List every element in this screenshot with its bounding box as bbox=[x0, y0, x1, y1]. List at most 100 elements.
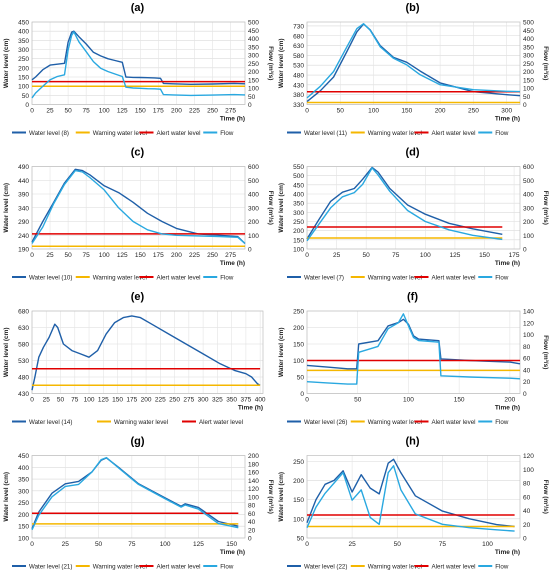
y-tick-label: 150 bbox=[18, 75, 29, 82]
legend-label: Warning water level bbox=[368, 275, 422, 282]
flow-line bbox=[306, 465, 515, 532]
x-tick-label: 200 bbox=[171, 252, 182, 259]
plot-frame bbox=[306, 310, 521, 394]
y2-axis-title: Flow (m³/s) bbox=[267, 480, 274, 514]
y2-tick-label: 100 bbox=[523, 332, 534, 339]
x-axis-title: Time (h) bbox=[220, 260, 245, 267]
x-tick-label: 0 bbox=[30, 252, 34, 259]
x-tick-label: 175 bbox=[153, 252, 164, 259]
y2-tick-label: 100 bbox=[248, 233, 259, 240]
x-tick-label: 325 bbox=[212, 397, 223, 404]
x-tick-label: 125 bbox=[117, 252, 128, 259]
x-tick-label: 225 bbox=[189, 108, 200, 115]
x-tick-label: 0 bbox=[30, 108, 34, 115]
y-tick-label: 50 bbox=[22, 93, 30, 100]
y-tick-label: 200 bbox=[293, 325, 304, 332]
y-tick-label: 350 bbox=[18, 477, 29, 484]
legend-label: Warning water level bbox=[368, 130, 422, 137]
x-tick-label: 250 bbox=[468, 108, 479, 115]
y2-tick-label: 350 bbox=[523, 44, 534, 51]
y2-tick-label: 0 bbox=[523, 536, 527, 543]
y2-tick-label: 50 bbox=[523, 94, 531, 101]
y-tick-label: 150 bbox=[293, 342, 304, 349]
plot-frame bbox=[306, 21, 521, 105]
y2-tick-label: 120 bbox=[523, 453, 534, 460]
x-tick-label: 50 bbox=[64, 252, 72, 259]
x-tick-label: 175 bbox=[153, 108, 164, 115]
x-tick-label: 150 bbox=[479, 252, 490, 259]
y2-tick-label: 300 bbox=[523, 205, 534, 212]
y2-tick-label: 0 bbox=[523, 102, 527, 109]
y2-tick-label: 250 bbox=[523, 61, 534, 68]
legend-label: Flow bbox=[495, 564, 509, 571]
y-tick-label: 430 bbox=[18, 391, 29, 398]
y2-tick-label: 140 bbox=[248, 478, 259, 485]
x-tick-label: 50 bbox=[95, 541, 103, 548]
x-axis-title: Time (h) bbox=[495, 549, 520, 556]
y2-tick-label: 20 bbox=[523, 522, 531, 529]
y-axis-title: Water level (cm) bbox=[278, 327, 285, 377]
y2-tick-label: 120 bbox=[523, 320, 534, 327]
chart-panel: (d)1001502002503003504004505005500100200… bbox=[278, 147, 549, 282]
y-tick-label: 0 bbox=[25, 102, 29, 109]
legend-label: Warning water level bbox=[114, 419, 168, 426]
x-tick-label: 0 bbox=[30, 541, 34, 548]
x-tick-label: 125 bbox=[193, 541, 204, 548]
y-tick-label: 340 bbox=[18, 205, 29, 212]
legend-label: Alert water level bbox=[157, 275, 201, 282]
x-tick-label: 0 bbox=[305, 252, 309, 259]
x-tick-label: 50 bbox=[57, 397, 65, 404]
y2-tick-label: 20 bbox=[523, 379, 531, 386]
y-tick-label: 380 bbox=[293, 92, 304, 99]
x-tick-label: 100 bbox=[403, 397, 414, 404]
y-tick-label: 550 bbox=[293, 164, 304, 171]
y2-tick-label: 250 bbox=[248, 61, 259, 68]
y-tick-label: 100 bbox=[18, 536, 29, 543]
y2-axis-title: Flow (m³/s) bbox=[267, 191, 274, 225]
x-tick-label: 100 bbox=[160, 541, 171, 548]
x-tick-label: 75 bbox=[128, 541, 136, 548]
x-tick-label: 75 bbox=[392, 252, 400, 259]
plot-frame bbox=[306, 166, 521, 250]
x-tick-label: 25 bbox=[46, 252, 54, 259]
x-tick-label: 150 bbox=[135, 252, 146, 259]
x-tick-label: 50 bbox=[64, 108, 72, 115]
x-tick-label: 200 bbox=[435, 108, 446, 115]
chart-panel: (c)1902402903403904404900100200300400500… bbox=[3, 147, 274, 282]
y2-tick-label: 140 bbox=[523, 309, 534, 316]
x-tick-label: 50 bbox=[363, 252, 371, 259]
y-tick-label: 250 bbox=[293, 309, 304, 316]
panel-label: (h) bbox=[405, 436, 419, 448]
plot-frame bbox=[31, 310, 264, 394]
y-tick-label: 580 bbox=[18, 342, 29, 349]
legend-label: Water level (7) bbox=[304, 275, 344, 282]
chart-panel: (b)3303804304805305806306807300501001502… bbox=[278, 2, 549, 137]
plot-frame bbox=[31, 455, 246, 539]
x-tick-label: 125 bbox=[117, 108, 128, 115]
x-tick-label: 25 bbox=[349, 541, 357, 548]
water-level-line bbox=[31, 30, 246, 86]
water-level-line bbox=[306, 318, 521, 370]
y2-axis-title: Flow (m³/s) bbox=[542, 191, 549, 225]
x-tick-label: 50 bbox=[394, 541, 402, 548]
y-tick-label: 50 bbox=[297, 375, 305, 382]
x-tick-label: 150 bbox=[226, 541, 237, 548]
y-tick-label: 450 bbox=[293, 182, 304, 189]
legend-label: Flow bbox=[220, 564, 234, 571]
legend-label: Alert water level bbox=[157, 564, 201, 571]
x-tick-label: 100 bbox=[84, 397, 95, 404]
flow-line bbox=[31, 169, 246, 245]
legend-label: Alert water level bbox=[432, 419, 476, 426]
y-axis-title: Water level (cm) bbox=[3, 38, 10, 88]
y-tick-label: 100 bbox=[293, 516, 304, 523]
y-axis-title: Water level (cm) bbox=[3, 183, 10, 233]
panel-label: (g) bbox=[130, 436, 144, 448]
x-tick-label: 250 bbox=[169, 397, 180, 404]
y-tick-label: 200 bbox=[18, 65, 29, 72]
x-tick-label: 375 bbox=[240, 397, 251, 404]
y2-tick-label: 100 bbox=[523, 467, 534, 474]
x-tick-label: 75 bbox=[83, 108, 91, 115]
y-axis-title: Water level (cm) bbox=[278, 38, 285, 88]
y-tick-label: 580 bbox=[293, 53, 304, 60]
x-tick-label: 200 bbox=[141, 397, 152, 404]
